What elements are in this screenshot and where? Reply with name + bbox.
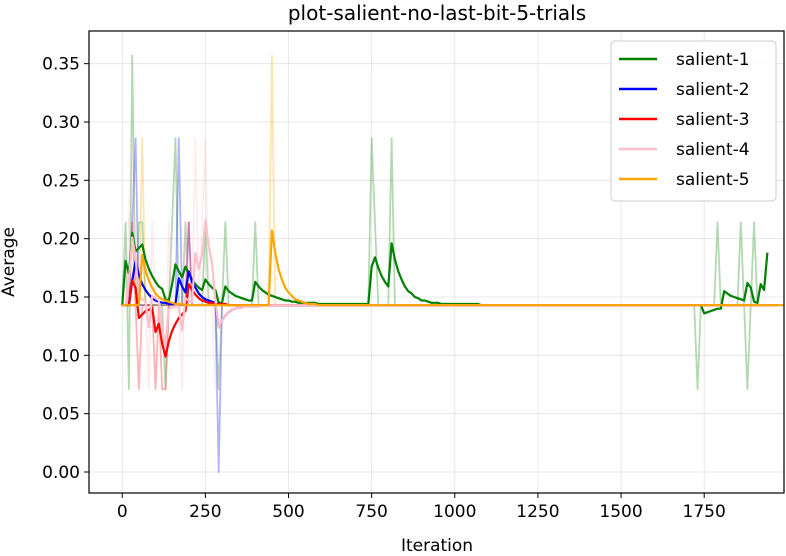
y-tick-label: 0.30 [42, 113, 80, 133]
series-line-2 [122, 259, 778, 329]
legend-label: salient-1 [676, 50, 750, 70]
plot-frame [88, 30, 785, 494]
y-tick-label: 0.00 [42, 463, 80, 483]
x-axis-ticks: 0 250 500 750 1000 1250 1500 1750 [117, 493, 726, 522]
y-tick-label: 0.05 [42, 405, 80, 425]
y-tick-label: 0.35 [42, 55, 80, 75]
legend-label: salient-2 [676, 80, 750, 100]
x-axis-label: Iteration [401, 536, 473, 556]
series-line-5 [122, 229, 784, 307]
x-tick-label: 250 [189, 502, 221, 522]
x-tick-label: 1500 [599, 502, 642, 522]
legend-box [610, 40, 777, 202]
series-line-1 [121, 231, 769, 315]
y-tick-label: 0.10 [42, 346, 80, 366]
chart-title: plot-salient-no-last-bit-5-trials [288, 1, 586, 25]
y-axis-ticks: 0.00 0.05 0.10 0.15 0.20 0.25 0.30 0.35 [42, 55, 89, 483]
legend-label: salient-4 [676, 140, 750, 160]
y-tick-label: 0.15 [42, 288, 80, 308]
legend: salient-1 salient-2 salient-3 salient-4 sali… [610, 40, 777, 202]
y-tick-label: 0.25 [42, 171, 80, 191]
legend-label: salient-5 [676, 170, 750, 190]
x-tick-label: 750 [355, 502, 387, 522]
y-tick-label: 0.20 [42, 230, 80, 250]
x-tick-label: 1000 [433, 502, 476, 522]
x-tick-label: 500 [272, 502, 304, 522]
x-tick-label: 1250 [516, 502, 559, 522]
x-tick-label: 1750 [683, 502, 726, 522]
legend-label: salient-3 [676, 110, 750, 130]
smoothed-series-group [121, 218, 784, 358]
x-tick-label: 0 [117, 502, 128, 522]
y-axis-label: Average [0, 227, 19, 297]
